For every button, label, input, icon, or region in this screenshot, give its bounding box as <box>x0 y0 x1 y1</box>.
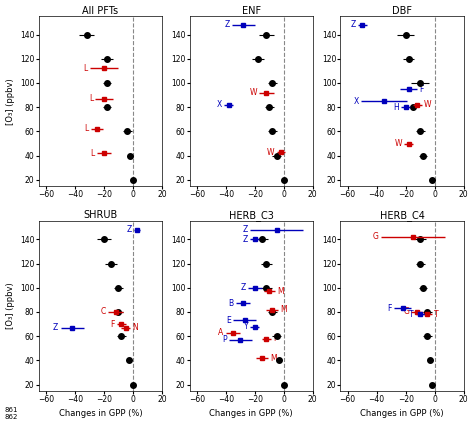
Text: M: M <box>277 287 284 296</box>
Text: T: T <box>409 310 414 319</box>
Text: P: P <box>222 335 227 344</box>
Text: H: H <box>393 103 399 112</box>
Text: F: F <box>273 334 277 343</box>
Text: M: M <box>270 354 277 363</box>
Text: F: F <box>110 320 115 329</box>
Title: HERB_C4: HERB_C4 <box>380 210 425 221</box>
Title: HERB_C3: HERB_C3 <box>229 210 273 221</box>
Text: 861
862: 861 862 <box>5 407 18 420</box>
Text: W: W <box>424 100 431 109</box>
Text: B: B <box>228 299 234 308</box>
Title: All PFTs: All PFTs <box>82 6 118 16</box>
Text: M: M <box>280 305 287 314</box>
Title: DBF: DBF <box>392 6 412 16</box>
Text: L: L <box>83 64 87 73</box>
Text: L: L <box>91 149 95 158</box>
Y-axis label: [O₃] (ppbv): [O₃] (ppbv) <box>6 78 15 125</box>
X-axis label: Changes in GPP (%): Changes in GPP (%) <box>360 410 444 418</box>
Text: C: C <box>101 307 106 316</box>
Text: W: W <box>249 88 257 97</box>
Text: N: N <box>132 323 138 332</box>
Text: F: F <box>419 84 424 94</box>
X-axis label: Changes in GPP (%): Changes in GPP (%) <box>210 410 293 418</box>
Text: F: F <box>388 304 392 313</box>
Text: L: L <box>89 94 93 103</box>
Text: X: X <box>353 97 358 106</box>
Text: Z: Z <box>240 283 246 292</box>
Text: Z: Z <box>243 225 248 234</box>
Text: A: A <box>219 328 224 337</box>
Y-axis label: [O₃] (ppbv): [O₃] (ppbv) <box>6 282 15 329</box>
Text: T: T <box>434 310 438 319</box>
Text: Z: Z <box>224 20 229 29</box>
Title: SHRUB: SHRUB <box>83 210 118 220</box>
Text: X: X <box>217 100 222 109</box>
Text: Z: Z <box>127 225 132 234</box>
Text: Z: Z <box>53 323 58 332</box>
Title: ENF: ENF <box>242 6 261 16</box>
X-axis label: Changes in GPP (%): Changes in GPP (%) <box>59 410 142 418</box>
Text: G: G <box>403 307 409 316</box>
Text: W: W <box>267 148 274 156</box>
Text: Y: Y <box>244 322 248 331</box>
Text: E: E <box>226 316 231 325</box>
Text: W: W <box>394 139 402 148</box>
Text: G: G <box>373 232 379 241</box>
Text: Z: Z <box>243 235 248 244</box>
Text: Z: Z <box>350 20 356 29</box>
Text: L: L <box>84 125 89 134</box>
